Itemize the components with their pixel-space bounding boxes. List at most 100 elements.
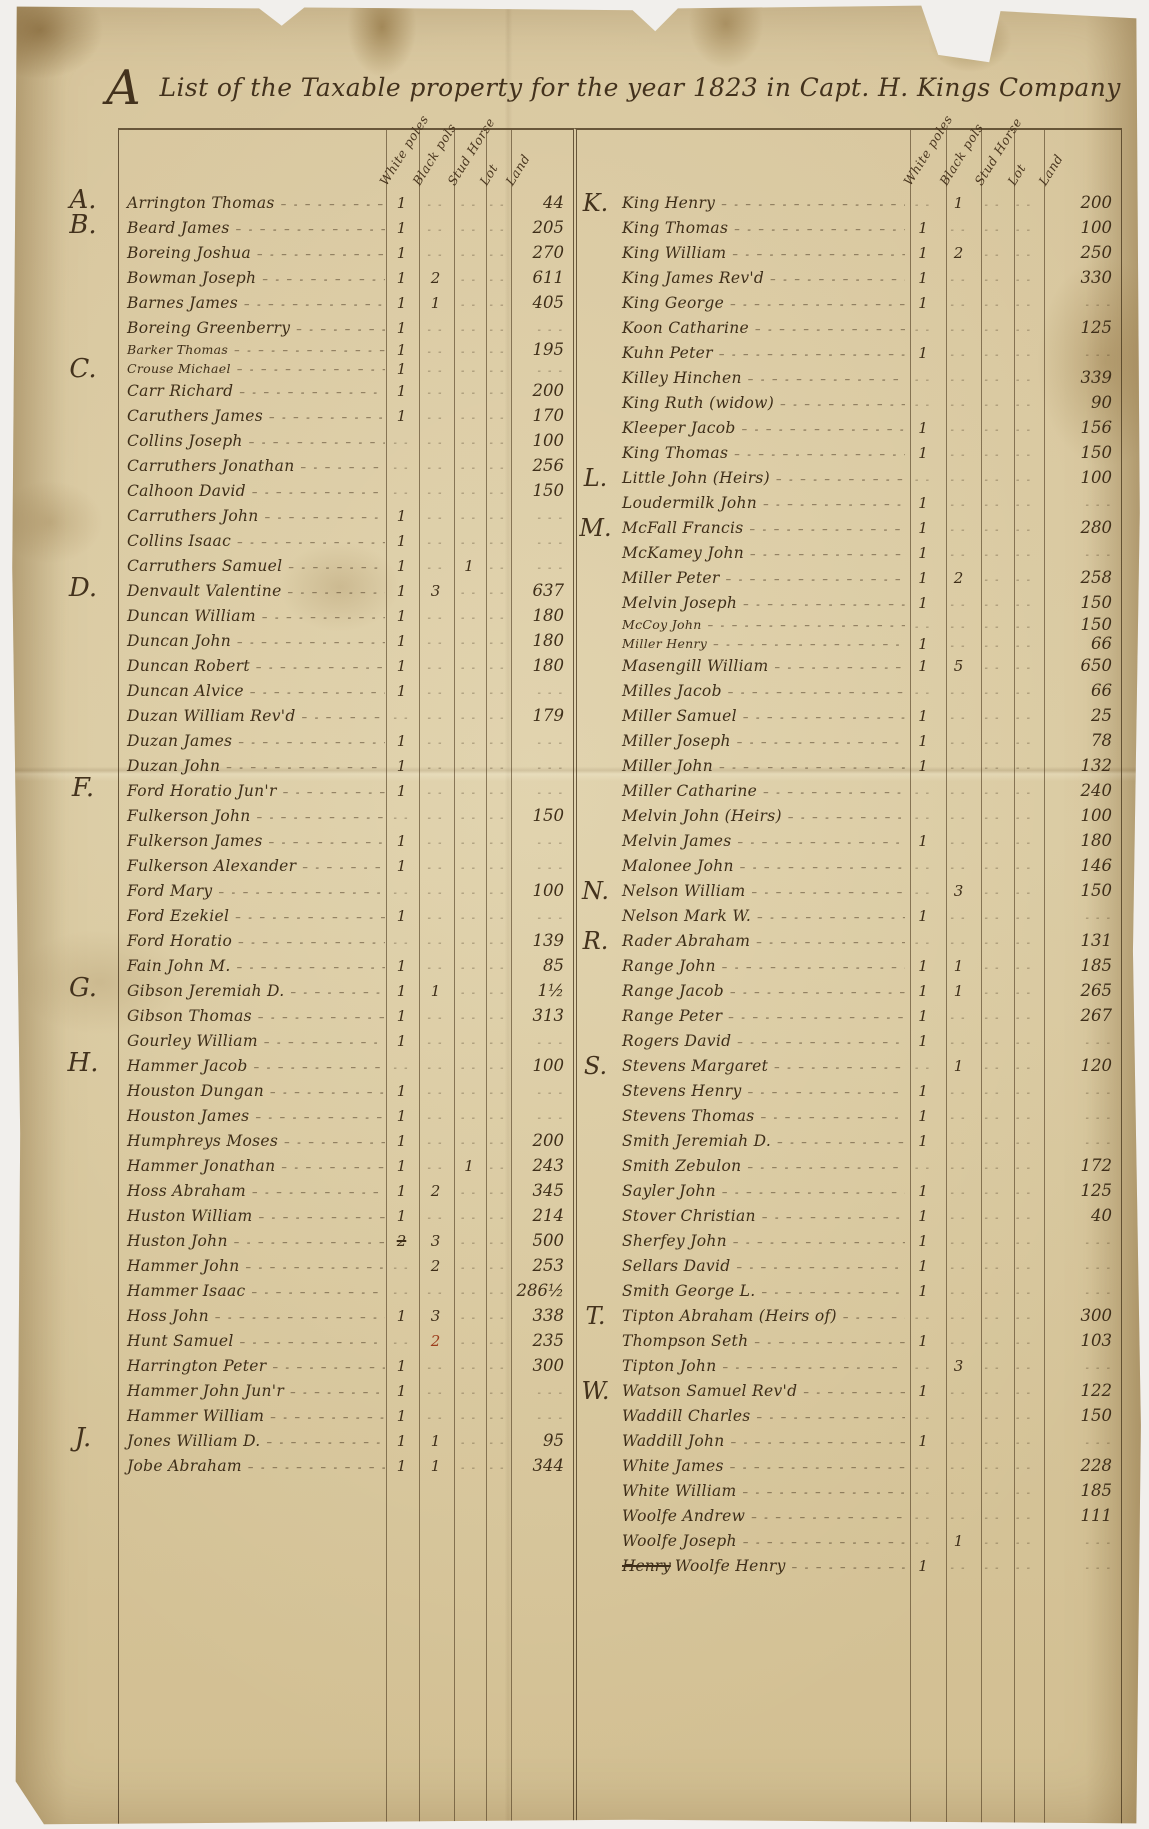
dash-leader: – - – - – - – - – - – - – - – - – - – - …	[761, 1285, 905, 1299]
empty-cell-dashes: - -	[489, 537, 506, 549]
empty-cell-dashes: - -	[950, 299, 967, 311]
empty-cell-dashes: - -	[984, 887, 1001, 899]
taxpayer-name-text: Duzan John	[127, 756, 221, 775]
empty-cell-dashes: - -	[427, 962, 444, 974]
stud-horse-value: - -	[976, 1482, 1009, 1500]
empty-cell-dashes: - -	[489, 1012, 506, 1024]
empty-cell-dashes: - -	[461, 462, 477, 474]
empty-cell-dashes: - -	[461, 637, 477, 649]
taxpayer-name: Carruthers Samuel – - – - – - – - – - – -…	[119, 557, 385, 575]
land-value: 100	[532, 1056, 565, 1075]
ledger-row: Tipton John – - – - – - – - – - – - – - –…	[577, 1353, 1121, 1378]
empty-cell-dashes: - -	[1016, 1562, 1032, 1574]
taxpayer-name-text: Thompson Seth	[622, 1331, 749, 1350]
section-letter: W.	[577, 1377, 614, 1405]
section-letter: L.	[577, 464, 614, 492]
land-value: 78	[1091, 731, 1112, 750]
white-polls-value: 1	[918, 418, 928, 437]
land-value: - - -	[1039, 1081, 1121, 1100]
empty-cell-dashes: - -	[427, 512, 444, 524]
dash-leader: – - – - – - – - – - – - – - – - – - – - …	[737, 835, 905, 849]
ledger-row: S. Stevens Margaret – - – - – - – - – - – …	[577, 1052, 1121, 1080]
empty-cell-dashes: - -	[489, 1237, 506, 1249]
lot-value: - -	[1009, 857, 1039, 875]
black-polls-value: - -	[941, 1082, 976, 1100]
white-polls-value: 1	[918, 956, 928, 975]
empty-cell-dashes: - -	[427, 1087, 444, 1099]
white-polls-value: 1	[918, 756, 928, 775]
empty-cell-dashes: - -	[461, 1262, 477, 1274]
taxpayer-name: Gibson Jeremiah D. – - – - – - – - – - – …	[119, 982, 385, 1000]
taxpayer-name-text: King Thomas	[622, 218, 729, 237]
stud-horse-value: - -	[453, 1257, 485, 1275]
empty-cell-dashes: - -	[1016, 524, 1032, 536]
white-polls-value: 1	[396, 268, 407, 287]
empty-cell-dashes: - -	[461, 1112, 477, 1124]
taxpayer-name: Stevens Margaret – - – - – - – - – - – - …	[614, 1057, 905, 1075]
empty-cell-dashes: - -	[489, 346, 506, 358]
ledger-row: McKamey John – - – - – - – - – - – - – - …	[577, 540, 1121, 565]
black-polls-value: - -	[941, 1107, 976, 1125]
taxpayer-name-text: King Ruth (widow)	[622, 393, 775, 412]
dash-leader: – - – - – - – - – - – - – - – - – - – - …	[268, 835, 385, 849]
empty-cell-dashes: - -	[915, 787, 931, 799]
dash-leader: – - – - – - – - – - – - – - – - – - – - …	[214, 1310, 385, 1324]
stud-horse-value: - -	[976, 1382, 1009, 1400]
ledger-row: F. Ford Horatio Jun'r – - – - – - – - – - …	[72, 773, 573, 803]
white-polls-value: 1	[396, 243, 407, 262]
taxpayer-name-text: Miller John	[622, 756, 714, 775]
black-polls-value: - -	[418, 244, 453, 262]
section-letter-glyph: F.	[71, 773, 95, 803]
lot-value: - -	[1009, 219, 1039, 237]
white-polls-value: 1	[396, 1456, 407, 1475]
lot-value: - -	[485, 632, 510, 650]
land-value: 235	[532, 1331, 565, 1350]
empty-cell-dashes: - -	[461, 274, 477, 286]
empty-cell-dashes: - -	[1016, 737, 1032, 749]
dash-leader: – - – - – - – - – - – - – - – - – - – - …	[257, 1010, 385, 1024]
stud-horse-value: - -	[976, 857, 1009, 875]
taxpayer-name-text: Melvin James	[622, 831, 732, 850]
empty-cell-dashes: - -	[489, 1262, 506, 1274]
dash-leader: – - – - – - – - – - – - – - – - – - – - …	[721, 197, 905, 211]
empty-cell-dashes: - -	[1016, 812, 1032, 824]
ledger-row: Waddill John – - – - – - – - – - – - – - …	[577, 1428, 1121, 1453]
dash-leader: – - – - – - – - – - – - – - – - – - – - …	[237, 535, 385, 549]
lot-value: - -	[485, 957, 510, 975]
empty-cell-dashes: - -	[984, 474, 1001, 486]
stud-horse-value: - -	[976, 907, 1009, 925]
white-polls-value: - -	[385, 482, 418, 500]
empty-cell-dashes: - -	[950, 787, 967, 799]
empty-cell-dashes: - -	[393, 812, 410, 824]
land-value: - - -	[1039, 1356, 1121, 1375]
empty-cell-dashes: - -	[915, 937, 931, 949]
white-polls-value: - -	[385, 807, 418, 825]
lot-value: - -	[485, 532, 510, 550]
lot-value: - -	[485, 582, 510, 600]
dash-leader: – - – - – - – - – - – - – - – - – - – - …	[258, 1210, 385, 1224]
taxpayer-name: Tipton Abraham (Heirs of) – - – - – - – -…	[614, 1307, 905, 1325]
empty-cell-dashes: - -	[461, 962, 477, 974]
ledger-row: Miller Samuel – - – - – - – - – - – - – -…	[577, 703, 1121, 728]
empty-cell-dashes: - -	[915, 687, 931, 699]
taxpayer-name: Miller Samuel – - – - – - – - – - – - – -…	[614, 707, 905, 725]
black-polls-value: 1	[430, 1456, 441, 1475]
taxpayer-name: Collins Isaac – - – - – - – - – - – - – -…	[119, 532, 385, 550]
dash-leader: – - – - – - – - – - – - – - – - – - – - …	[742, 710, 905, 724]
ledger-row: Duzan William Rev'd – - – - – - – - – - –…	[119, 703, 573, 728]
black-polls-value: 3	[953, 881, 964, 900]
taxpayer-name: Houston Dungan – - – - – - – - – - – - – …	[119, 1082, 385, 1100]
empty-cell-dashes: - -	[489, 662, 506, 674]
empty-cell-dashes: - -	[984, 399, 1001, 411]
taxpayer-name-text: Masengill William	[622, 656, 769, 675]
black-polls-value: 1	[430, 981, 441, 1000]
land-value: 330	[1080, 268, 1113, 287]
black-polls-value: 2	[430, 1331, 441, 1350]
black-polls-value: 2	[953, 243, 964, 262]
black-polls-value: - -	[941, 1382, 976, 1400]
empty-cell-dashes: - -	[427, 346, 444, 358]
dash-leader: – - – - – - – - – - – - – - – - – - – - …	[750, 547, 905, 561]
ledger-row: Huston William – - – - – - – - – - – - – …	[119, 1203, 573, 1228]
empty-cell-dashes: - -	[984, 1387, 1001, 1399]
ledger-row: Miller Peter – - – - – - – - – - – - – - …	[577, 565, 1121, 590]
